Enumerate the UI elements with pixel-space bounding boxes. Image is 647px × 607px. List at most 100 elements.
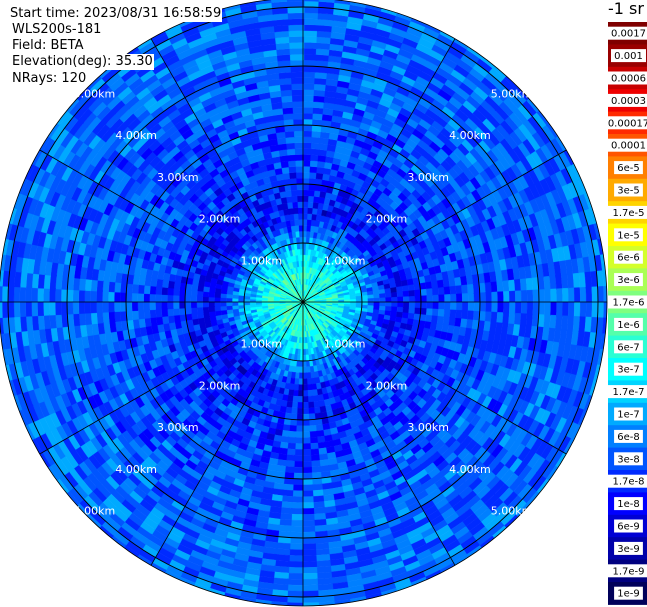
range-gate-cell	[143, 292, 151, 303]
range-gate-cell	[291, 77, 305, 85]
range-gate-cell	[297, 195, 304, 202]
range-gate-cell	[281, 95, 294, 103]
range-gate-cell	[302, 413, 310, 421]
range-gate-cell	[143, 301, 150, 311]
range-gate-cell	[426, 288, 433, 297]
range-gate-cell	[202, 301, 209, 308]
range-gate-cell	[279, 507, 293, 515]
range-gate-cell	[302, 142, 313, 150]
range-gate-cell	[301, 525, 316, 533]
range-gate-cell	[396, 291, 404, 298]
range-gate-cell	[292, 478, 304, 486]
range-gate-cell	[467, 301, 475, 312]
range-gate-cell	[114, 310, 122, 322]
range-gate-cell	[314, 72, 329, 80]
range-gate-cell	[491, 301, 498, 314]
range-gate-cell	[286, 148, 297, 156]
range-gate-cell	[312, 501, 325, 509]
range-gate-cell	[302, 449, 312, 456]
range-gate-cell	[84, 300, 92, 314]
range-gate-cell	[60, 288, 68, 303]
range-gate-cell	[420, 295, 428, 303]
range-gate-cell	[280, 160, 290, 169]
range-gate-cell	[84, 312, 92, 325]
range-gate-cell	[497, 301, 504, 314]
range-gate-cell	[184, 295, 192, 303]
range-gate-cell	[306, 383, 313, 391]
range-gate-cell	[296, 172, 304, 179]
range-gate-cell	[426, 295, 433, 303]
range-gate-cell	[301, 513, 315, 521]
range-gate-cell	[414, 295, 422, 303]
range-gate-cell	[431, 287, 439, 296]
range-gate-cell	[301, 519, 315, 527]
range-gate-cell	[161, 293, 168, 303]
range-gate-cell	[308, 419, 317, 426]
range-gate-cell	[280, 89, 294, 97]
range-gate-cell	[293, 124, 304, 132]
range-gate-cell	[281, 101, 294, 109]
range-gate-cell	[302, 425, 310, 432]
range-gate-cell	[296, 177, 304, 185]
range-gate-cell	[302, 136, 313, 144]
range-gate-cell	[90, 278, 98, 292]
range-gate-cell	[292, 207, 299, 215]
range-gate-cell	[310, 154, 320, 162]
range-gate-cell	[288, 166, 297, 174]
range-gate-cell	[90, 311, 98, 325]
range-gate-cell	[297, 390, 304, 397]
range-gate-cell	[307, 395, 314, 403]
range-gate-cell	[73, 312, 81, 327]
range-gate-cell	[208, 296, 215, 303]
range-gate-cell	[543, 275, 551, 291]
range-gate-cell	[525, 277, 533, 292]
range-gate-cell	[485, 291, 492, 303]
range-gate-cell	[108, 280, 116, 293]
range-gate-cell	[309, 430, 318, 438]
range-gate-cell	[190, 295, 198, 303]
range-gate-cell	[503, 291, 510, 303]
range-gate-cell	[311, 136, 322, 144]
range-gate-cell	[312, 507, 326, 515]
range-gate-cell	[310, 142, 321, 150]
range-gate-cell	[285, 454, 296, 462]
range-gate-cell	[467, 283, 475, 295]
range-gate-cell	[532, 301, 540, 316]
range-gate-cell	[302, 431, 311, 438]
range-gate-cell	[438, 294, 445, 303]
range-gate-cell	[291, 502, 304, 509]
range-gate-cell	[514, 290, 522, 304]
range-gate-cell	[278, 518, 292, 527]
range-gate-cell	[397, 301, 404, 308]
range-gate-cell	[290, 519, 304, 527]
range-gate-cell	[96, 311, 104, 324]
range-gate-cell	[280, 501, 293, 509]
range-gate-cell	[408, 290, 416, 298]
range-gate-cell	[456, 293, 463, 303]
range-gate-cell	[286, 448, 296, 456]
range-gate-cell	[314, 77, 328, 86]
range-gate-cell	[317, 441, 327, 449]
range-gate-cell	[508, 279, 516, 293]
range-gate-cell	[302, 148, 312, 155]
range-gate-cell	[467, 292, 475, 303]
range-gate-cell	[66, 288, 74, 303]
range-gate-cell	[379, 293, 386, 299]
range-gate-cell	[161, 301, 168, 310]
range-gate-cell	[277, 524, 292, 532]
range-gate-cell	[96, 290, 103, 303]
range-gate-cell	[287, 436, 297, 444]
range-gate-cell	[310, 460, 321, 468]
range-gate-cell	[143, 309, 151, 319]
range-gate-cell	[114, 281, 122, 293]
range-gate-cell	[190, 306, 198, 314]
range-gate-cell	[432, 301, 439, 310]
range-gate-cell	[310, 466, 322, 474]
range-gate-cell	[408, 295, 416, 303]
range-gate-cell	[289, 531, 304, 539]
range-gate-cell	[455, 309, 463, 320]
range-gate-cell	[84, 289, 92, 303]
range-gate-cell	[285, 136, 296, 144]
range-gate-cell	[290, 59, 305, 67]
range-gate-cell	[309, 448, 320, 456]
